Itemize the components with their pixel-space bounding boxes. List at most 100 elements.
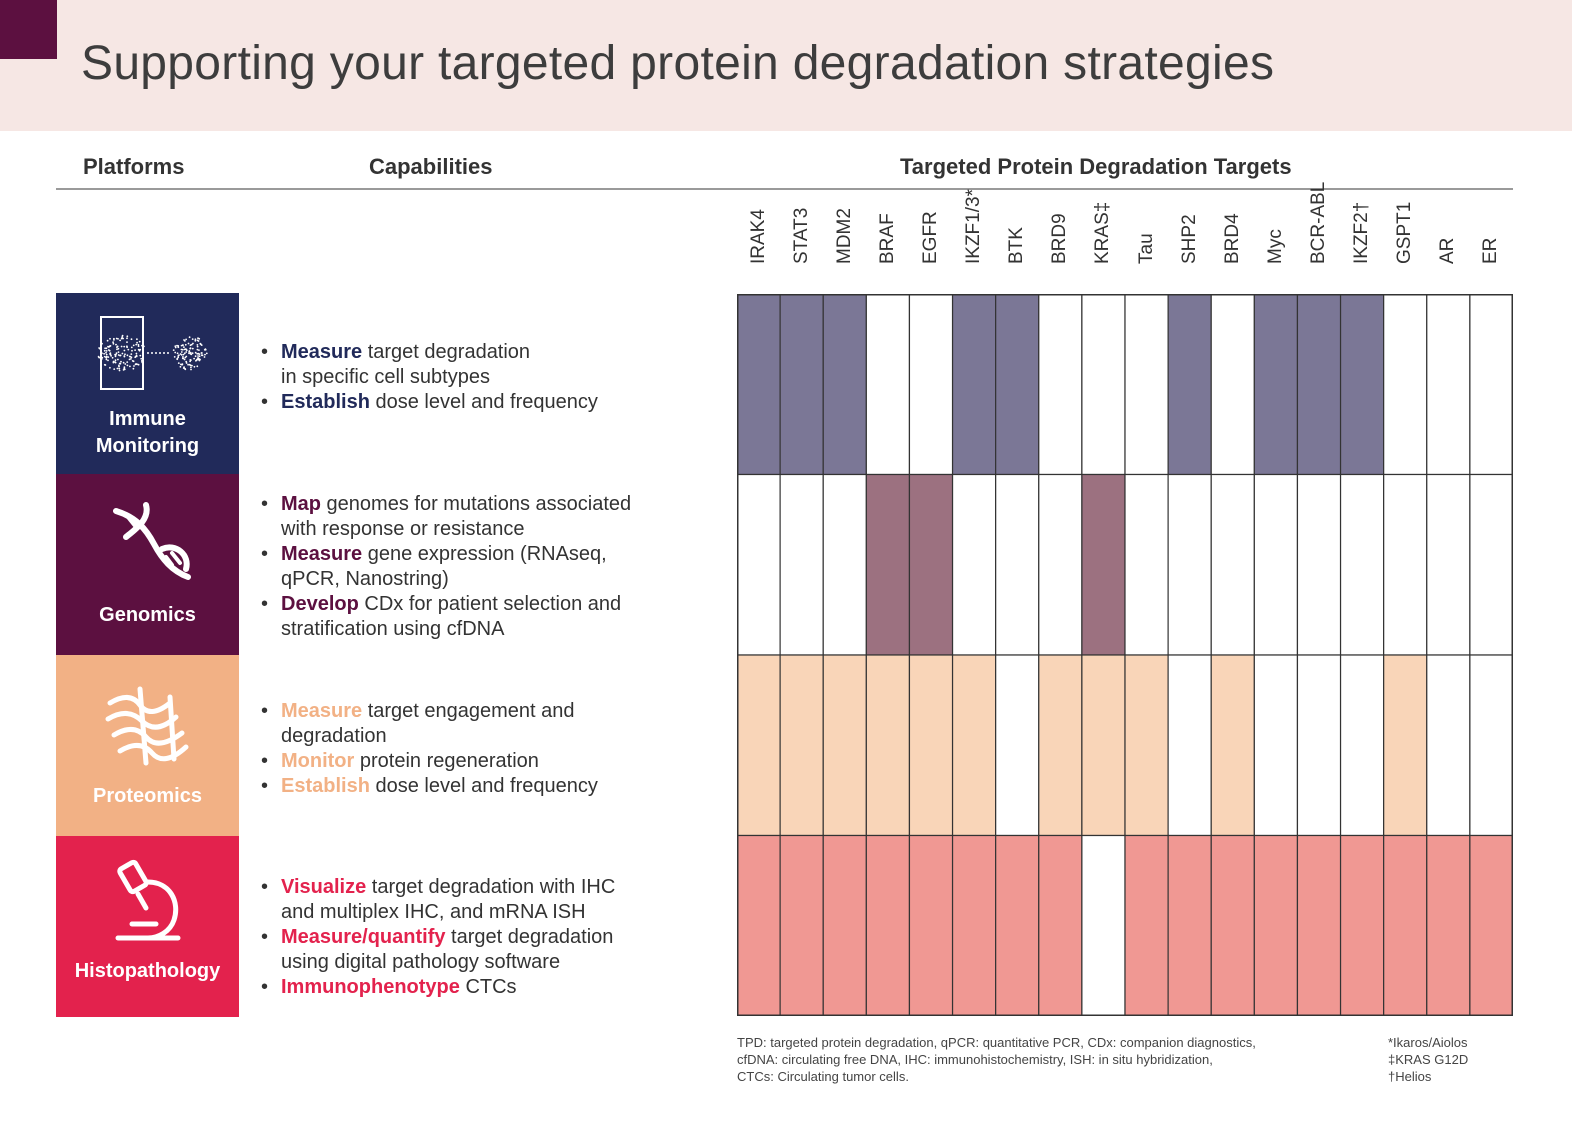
matrix-cell xyxy=(1383,834,1428,1016)
target-label-text: BRD4 xyxy=(1221,213,1243,264)
matrix-border xyxy=(737,294,1513,1016)
matrix-cell xyxy=(1167,294,1212,476)
matrix-cell xyxy=(1383,473,1428,656)
matrix-cell xyxy=(865,834,911,1016)
targets-header: Targeted Protein Degradation Targets xyxy=(900,154,1292,179)
target-label-text: GSPT1 xyxy=(1394,201,1416,264)
matrix-cell xyxy=(1124,834,1169,1016)
matrix-cell xyxy=(1038,834,1083,1016)
target-label: IKZF1/3* xyxy=(953,189,996,286)
capability-verb: Visualize xyxy=(281,876,367,898)
abbreviations-footnote: TPD: targeted protein degradation, qPCR:… xyxy=(737,1034,1256,1085)
corner-accent xyxy=(0,0,57,59)
matrix-cell xyxy=(865,654,911,837)
matrix-cell xyxy=(951,473,997,656)
capabilities-genomics: Map genomes for mutations associatedwith… xyxy=(261,492,701,642)
matrix-cell xyxy=(951,834,997,1016)
footnote-line: TPD: targeted protein degradation, qPCR:… xyxy=(737,1035,1256,1050)
matrix-cell xyxy=(1426,654,1471,837)
matrix-cell xyxy=(1339,294,1385,476)
matrix-cell xyxy=(908,294,954,476)
matrix-cell xyxy=(1296,473,1342,656)
capability-item: Establish dose level and frequency xyxy=(261,390,701,415)
matrix-cell xyxy=(1296,834,1342,1016)
target-matrix xyxy=(737,294,1513,1016)
target-label: Tau xyxy=(1125,189,1168,286)
matrix-cell xyxy=(1081,473,1126,656)
capability-verb: Immunophenotype xyxy=(281,976,460,998)
capability-item: Establish dose level and frequency xyxy=(261,774,701,799)
target-label-text: STAT3 xyxy=(790,207,812,264)
target-label: BRAF xyxy=(866,189,909,286)
platform-name: Proteomics xyxy=(93,785,202,807)
target-label-text: ER xyxy=(1480,237,1502,264)
capability-verb: Develop xyxy=(281,593,359,615)
target-label-text: BRD9 xyxy=(1049,213,1071,264)
matrix-cell xyxy=(865,294,911,476)
matrix-cell xyxy=(779,834,824,1016)
platform-genomics: Genomics xyxy=(56,474,239,655)
target-label-text: EGFR xyxy=(919,211,941,264)
target-label-text: IKZF2† xyxy=(1351,201,1373,264)
target-label: BTK xyxy=(996,189,1039,286)
target-label-text: BTK xyxy=(1006,227,1028,264)
matrix-cell xyxy=(779,473,824,656)
matrix-cell xyxy=(908,654,954,837)
matrix-cell xyxy=(1253,294,1299,476)
capability-item: Map genomes for mutations associatedwith… xyxy=(261,492,701,542)
target-label: ER xyxy=(1470,189,1513,286)
capability-item: Measure/quantify target degradationusing… xyxy=(261,925,701,975)
platforms-header: Platforms xyxy=(83,154,185,179)
platform-proteomics: Proteomics xyxy=(56,655,239,836)
target-label-text: AR xyxy=(1437,237,1459,264)
matrix-cell xyxy=(737,294,781,476)
capability-verb: Measure xyxy=(281,341,363,363)
target-label-text: BRAF xyxy=(876,213,898,264)
symbol-footnotes: *Ikaros/Aiolos ‡KRAS G12D †Helios xyxy=(1388,1034,1468,1085)
capability-verb: Measure xyxy=(281,700,363,722)
capability-verb: Establish xyxy=(281,775,370,797)
matrix-cell xyxy=(1210,473,1255,656)
matrix-cell xyxy=(1167,473,1212,656)
target-label: IKZF2† xyxy=(1341,189,1384,286)
target-label: BCR-ABL xyxy=(1297,182,1340,286)
target-label-text: Myc xyxy=(1264,229,1286,264)
capability-verb: Measure/quantify xyxy=(281,926,446,948)
protein-structure-icon xyxy=(105,686,189,766)
matrix-cell xyxy=(1426,834,1471,1016)
matrix-cell xyxy=(1210,294,1255,476)
footnote-line: cfDNA: circulating free DNA, IHC: immuno… xyxy=(737,1052,1213,1067)
matrix-cell xyxy=(951,294,997,476)
target-label-text: Tau xyxy=(1135,233,1157,264)
matrix-cell xyxy=(995,834,1040,1016)
matrix-cell xyxy=(1253,834,1299,1016)
target-label-text: SHP2 xyxy=(1178,214,1200,264)
matrix-cell xyxy=(995,654,1040,837)
matrix-cell xyxy=(1081,834,1126,1016)
capability-verb: Establish xyxy=(281,391,370,413)
matrix-cell xyxy=(1339,834,1385,1016)
matrix-cell xyxy=(1253,473,1299,656)
matrix-cell xyxy=(822,294,867,476)
target-label-text: IKZF1/3* xyxy=(963,189,985,264)
capability-item: Measure gene expression (RNAseq,qPCR, Na… xyxy=(261,542,701,592)
target-label: KRAS‡ xyxy=(1082,189,1125,286)
capability-verb: Map xyxy=(281,493,321,515)
target-label: EGFR xyxy=(909,189,952,286)
target-label: BRD4 xyxy=(1211,189,1254,286)
capabilities-histopathology: Visualize target degradation with IHCand… xyxy=(261,875,701,1000)
target-label-text: MDM2 xyxy=(833,208,855,264)
target-label: Myc xyxy=(1254,189,1297,286)
target-label: SHP2 xyxy=(1168,189,1211,286)
target-label: BRD9 xyxy=(1039,189,1082,286)
matrix-cell xyxy=(1296,294,1342,476)
capabilities-proteomics: Measure target engagement anddegradation… xyxy=(261,699,701,799)
platform-immune-monitoring: Immune Monitoring xyxy=(56,293,239,474)
matrix-cell xyxy=(1426,473,1471,656)
microscope-icon xyxy=(115,859,181,941)
platform-name: Genomics xyxy=(99,604,196,626)
matrix-cell xyxy=(737,473,781,656)
flow-cytometry-icon xyxy=(97,316,208,390)
